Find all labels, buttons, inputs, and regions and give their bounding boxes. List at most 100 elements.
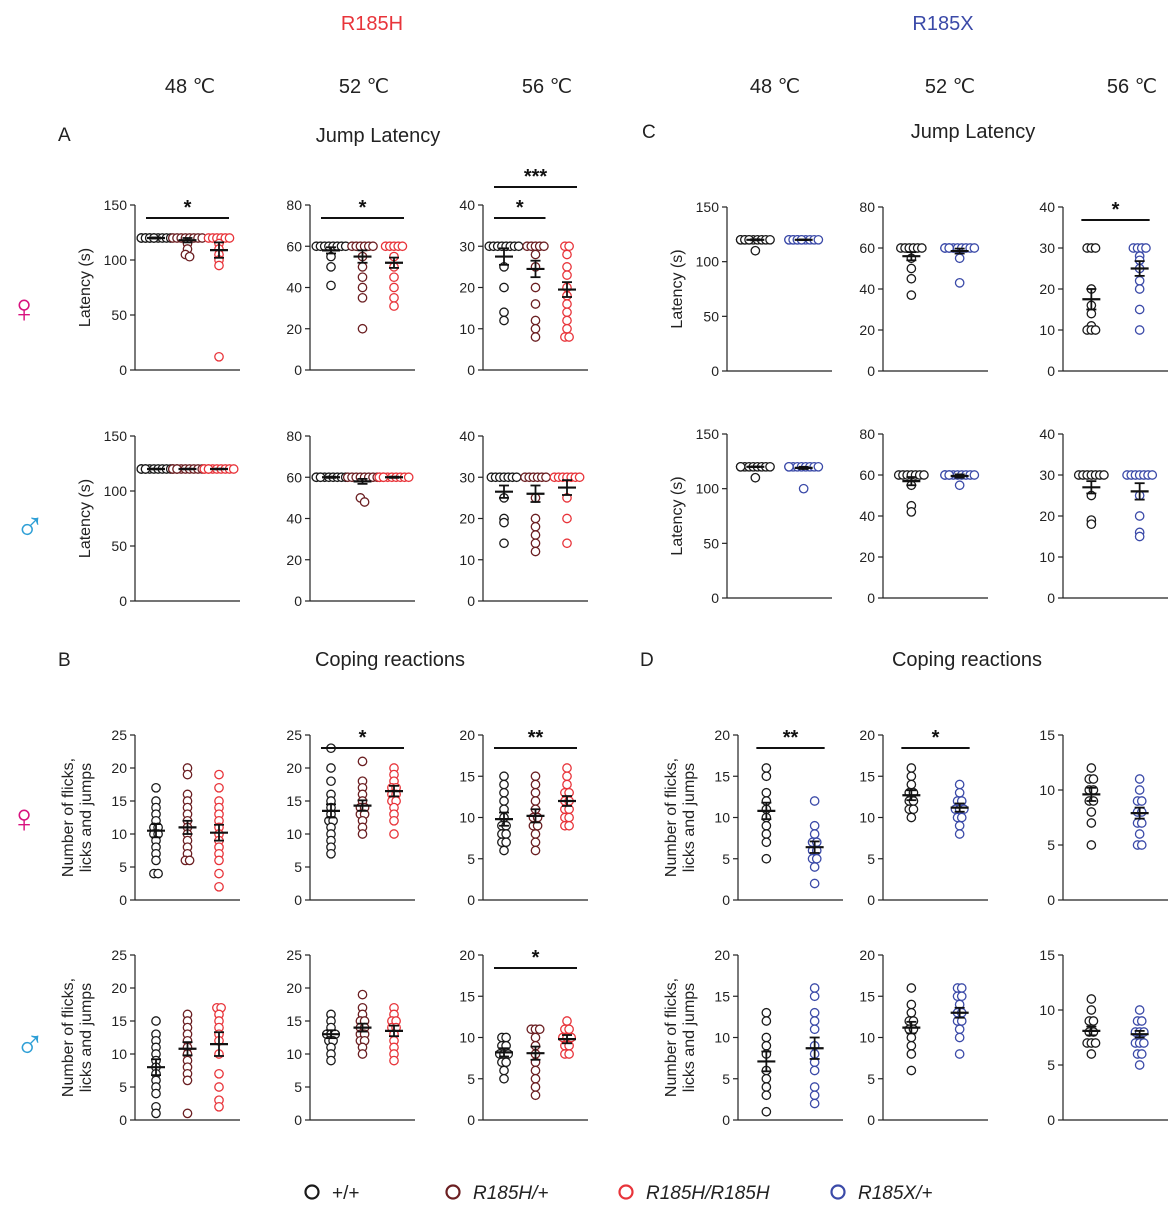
y-tick-label: 20 (286, 760, 302, 776)
data-point (499, 787, 509, 798)
data-point (326, 1055, 336, 1066)
chart-b-male-0: 0 5 10 15 20 25 Number of flicks, licks and jum… (60, 947, 240, 1128)
y-tick-label: 20 (286, 321, 302, 337)
data-point (214, 881, 224, 892)
data-point (214, 260, 224, 271)
panel-letter-c: C (642, 122, 656, 143)
data-point (809, 862, 820, 872)
data-point (784, 461, 794, 472)
data-point (499, 771, 509, 782)
y-tick-label: 0 (1047, 892, 1055, 908)
y-tick-label: 50 (111, 307, 127, 323)
data-point (761, 1040, 772, 1051)
y-tick-label: 20 (859, 322, 875, 338)
data-point (1134, 511, 1145, 521)
chart-d-female-0: 0 5 10 15 20 Number of flicks, licks and jumps… (663, 727, 843, 908)
data-point (564, 820, 574, 831)
panel-letter-d: D (640, 650, 654, 671)
y-tick-label: 10 (111, 1046, 127, 1062)
data-point (326, 763, 336, 773)
y-tick-label: 0 (711, 590, 719, 606)
legend-marker (830, 1184, 846, 1200)
data-point (954, 1049, 965, 1059)
legend-label: +/+ (332, 1183, 359, 1204)
section-title-c: Jump Latency (911, 121, 1036, 143)
data-point (1134, 531, 1145, 542)
data-point (511, 472, 522, 483)
data-point (389, 282, 399, 293)
data-point (562, 771, 572, 782)
y-tick-label: 60 (286, 469, 302, 485)
y-tick-label: 25 (111, 727, 127, 743)
data-point (916, 243, 927, 253)
data-point (564, 812, 574, 823)
data-point (564, 241, 574, 252)
data-point (1134, 284, 1145, 294)
chart-a-female-0: 0 50 100 150 Latency (s) * (77, 197, 240, 378)
data-point (562, 763, 572, 773)
data-point (357, 323, 368, 334)
data-point (530, 796, 541, 806)
y-axis-label: Latency (s) (77, 479, 94, 558)
data-point (750, 472, 761, 483)
chart-d-male-0: 0 5 10 15 20 Number of flicks, licks and jumps (663, 947, 843, 1128)
y-tick-label: 40 (459, 197, 475, 213)
y-tick-label: 0 (467, 593, 475, 609)
y-tick-label: 10 (286, 826, 302, 842)
data-point (761, 837, 772, 848)
y-tick-label: 20 (459, 947, 475, 963)
y-tick-label: 0 (119, 1112, 127, 1128)
y-tick-label: 15 (714, 768, 730, 784)
y-tick-label: 10 (1039, 1002, 1055, 1018)
significance-label: ** (783, 727, 799, 749)
y-tick-label: 20 (111, 760, 127, 776)
data-point (750, 245, 761, 256)
data-point (765, 461, 775, 472)
y-tick-label: 5 (722, 1071, 730, 1087)
y-tick-label: 10 (459, 552, 475, 568)
y-tick-label: 5 (867, 1071, 875, 1087)
y-tick-label: 60 (286, 238, 302, 254)
y-tick-label: 20 (1039, 508, 1055, 524)
y-tick-label: 0 (294, 593, 302, 609)
data-point (906, 290, 917, 300)
y-axis-label-line1: Number of flicks, (663, 758, 680, 877)
data-point (389, 272, 399, 283)
data-point (357, 272, 368, 283)
data-point (761, 1106, 772, 1117)
data-point (906, 983, 917, 993)
data-point (574, 472, 585, 483)
y-tick-label: 50 (703, 308, 719, 324)
y-tick-label: 0 (1047, 590, 1055, 606)
y-tick-label: 0 (867, 1112, 875, 1128)
y-axis-label: Latency (s) (669, 476, 686, 555)
data-point (908, 804, 919, 815)
y-tick-label: 10 (1039, 782, 1055, 798)
y-tick-label: 20 (859, 549, 875, 565)
y-tick-label: 10 (459, 1030, 475, 1046)
data-point (184, 251, 195, 262)
y-tick-label: 5 (722, 851, 730, 867)
y-tick-label: 20 (1039, 281, 1055, 297)
significance-label: ** (528, 727, 544, 749)
data-point (798, 483, 809, 494)
significance-label: * (516, 197, 524, 219)
y-tick-label: 150 (696, 426, 720, 442)
chart-a-male-0: 0 50 100 150 Latency (s) (77, 428, 240, 609)
chart-d-male-1: 0 5 10 15 20 (859, 947, 988, 1128)
data-point (530, 845, 541, 856)
data-point (1134, 1060, 1145, 1070)
y-tick-label: 0 (119, 892, 127, 908)
y-tick-label: 5 (1047, 1057, 1055, 1073)
temp-header-r185h-52: 52 ℃ (339, 76, 389, 98)
y-tick-label: 20 (459, 511, 475, 527)
data-point (499, 307, 509, 318)
chart-a-male-2: 0 10 20 30 40 (459, 428, 588, 609)
data-point (530, 1073, 541, 1084)
y-axis-label-line2: licks and jumps (681, 983, 698, 1092)
data-point (1090, 243, 1101, 253)
data-point (1099, 470, 1109, 480)
y-tick-label: 15 (286, 1013, 302, 1029)
data-point (906, 1065, 917, 1076)
data-point (906, 763, 917, 773)
